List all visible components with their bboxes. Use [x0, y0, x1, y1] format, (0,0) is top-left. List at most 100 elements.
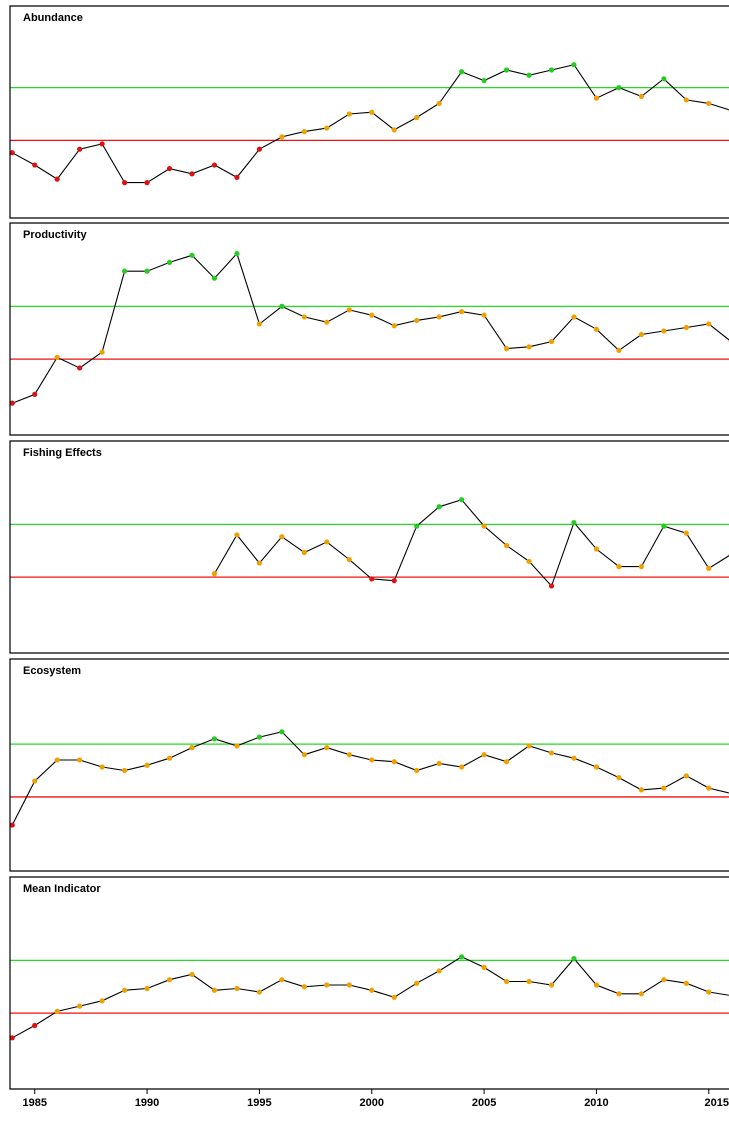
panel-productivity: Productivity — [9, 222, 729, 436]
series-line — [11, 956, 729, 1039]
data-point — [234, 174, 240, 180]
data-point — [346, 982, 352, 988]
data-point — [526, 558, 532, 564]
panel-frame — [9, 658, 729, 872]
data-point — [503, 978, 510, 985]
data-point — [279, 729, 285, 735]
data-point — [548, 583, 555, 589]
data-point — [32, 778, 38, 784]
data-point — [301, 129, 307, 135]
data-point — [503, 346, 510, 352]
data-point — [54, 176, 60, 182]
data-point — [346, 556, 352, 563]
data-point — [391, 578, 397, 584]
panel-plot-area — [10, 250, 729, 406]
data-point — [32, 162, 38, 168]
data-point — [121, 180, 128, 186]
data-point — [661, 328, 667, 334]
data-point — [369, 987, 375, 993]
data-point — [593, 982, 600, 988]
data-point — [683, 980, 689, 986]
data-point — [166, 259, 173, 265]
data-point — [10, 822, 15, 828]
data-point — [391, 127, 397, 133]
data-point — [593, 764, 600, 770]
data-point — [638, 991, 644, 997]
data-point — [324, 125, 330, 131]
data-point — [256, 146, 263, 152]
x-tick-label: 1985 — [22, 1097, 46, 1109]
data-point — [481, 964, 487, 971]
data-point — [346, 752, 352, 758]
data-point — [706, 989, 712, 995]
data-point — [526, 344, 532, 350]
x-tick-label: 2005 — [472, 1097, 496, 1109]
data-point — [234, 743, 240, 749]
data-point — [279, 303, 285, 309]
data-point — [391, 994, 397, 1000]
data-point — [369, 312, 375, 318]
data-point — [436, 760, 442, 767]
data-point — [638, 564, 644, 570]
panel-frame — [9, 222, 729, 436]
data-point — [683, 530, 689, 536]
data-point — [10, 150, 15, 156]
data-point — [616, 85, 622, 91]
data-point — [414, 767, 420, 774]
data-point — [166, 755, 173, 761]
data-point — [279, 134, 285, 140]
data-point — [54, 354, 60, 360]
data-point — [189, 171, 195, 177]
data-point — [593, 326, 600, 332]
data-point — [234, 985, 240, 992]
data-point — [77, 365, 83, 371]
data-point — [503, 759, 510, 765]
series-line — [11, 64, 729, 184]
data-point — [414, 523, 420, 529]
data-point — [706, 321, 712, 327]
data-point — [234, 250, 240, 257]
data-point — [234, 532, 240, 538]
panel-title: Ecosystem — [23, 665, 81, 677]
data-point — [32, 391, 38, 397]
data-point — [324, 745, 330, 751]
data-point — [166, 165, 173, 172]
data-point — [548, 67, 555, 73]
panel-title: Productivity — [23, 229, 87, 241]
data-point — [638, 331, 644, 338]
panel-plot-area — [10, 729, 729, 828]
data-point — [526, 978, 532, 985]
data-point — [369, 109, 375, 115]
data-point — [548, 982, 555, 988]
data-point — [459, 69, 465, 75]
panel-frame — [9, 440, 729, 654]
data-point — [414, 114, 420, 121]
data-point — [121, 268, 128, 274]
data-point — [301, 549, 307, 556]
data-point — [616, 564, 622, 570]
data-point — [301, 984, 307, 990]
data-point — [638, 787, 644, 793]
data-point — [189, 252, 195, 258]
data-point — [683, 324, 689, 331]
data-point — [99, 764, 105, 770]
data-point — [481, 77, 487, 84]
data-point — [391, 759, 397, 765]
data-point — [571, 520, 577, 526]
data-point — [436, 100, 442, 107]
data-point — [10, 1035, 15, 1041]
data-point — [121, 767, 128, 774]
panel-plot-area — [10, 62, 729, 186]
data-point — [683, 97, 689, 103]
data-point — [144, 985, 150, 992]
panel-frame — [9, 5, 729, 219]
data-point — [54, 757, 60, 763]
data-point — [436, 504, 442, 510]
data-point — [144, 180, 150, 186]
data-point — [256, 321, 263, 327]
x-tick-label: 1995 — [247, 1097, 271, 1109]
panel-title: Fishing Effects — [23, 447, 102, 459]
series-line — [11, 252, 729, 404]
panel-mean-indicator: Mean Indicator 1985 1990 1995 2000 2005 2010 20… — [9, 876, 729, 1109]
